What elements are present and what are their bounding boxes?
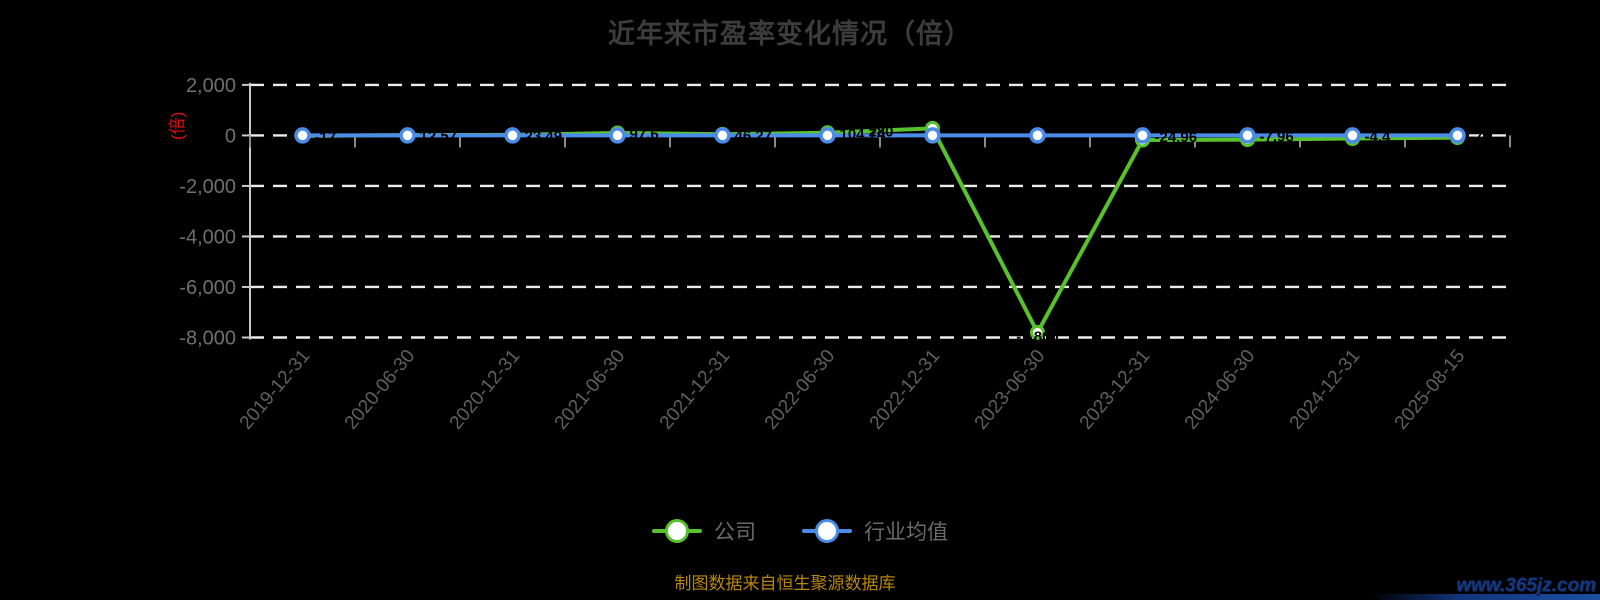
company-data-label: -7,800: [1016, 328, 1059, 345]
legend-label-company: 公司: [714, 521, 756, 544]
company-data-label: -17: [315, 129, 337, 146]
industry-data-point-marker: [714, 127, 731, 144]
company-data-label: -7: [1470, 129, 1483, 146]
industry-data-point-marker: [1134, 127, 1151, 144]
x-tick-label: 2020-12-31: [446, 346, 525, 434]
industry-data-point-marker: [294, 127, 311, 144]
x-tick-label: 2024-06-30: [1181, 346, 1260, 434]
series-line-company: [302, 126, 1458, 335]
chart-plot-area: 2,000 0 -2,000 -4,000 -6,000 -8,0002019-12-31…: [179, 75, 1511, 434]
x-tick-label: 2024-12-31: [1286, 346, 1365, 434]
y-tick-label: -4,000: [179, 226, 236, 248]
legend-item-company[interactable]: 公司: [652, 516, 756, 546]
legend-item-industry[interactable]: 行业均值: [802, 516, 948, 546]
y-tick-label: -8,000: [179, 328, 236, 350]
company-data-point-marker: [1030, 324, 1045, 340]
company-data-label: -7.96: [1260, 129, 1294, 146]
company-data-label: 97.6: [630, 126, 659, 143]
industry-data-point-marker: [399, 127, 416, 144]
x-tick-label: 2022-06-30: [761, 346, 840, 434]
x-tick-label: 2020-06-30: [341, 346, 420, 434]
industry-data-point-marker: [1239, 127, 1256, 144]
industry-data-point-marker: [609, 127, 626, 144]
x-tick-label: 2019-12-31: [236, 346, 315, 434]
company-data-label: 280: [869, 123, 894, 140]
x-tick-label: 2023-06-30: [971, 346, 1050, 434]
industry-data-point-marker: [504, 127, 521, 144]
company-data-label: 12.57: [420, 128, 458, 145]
company-data-label: 23.49: [525, 128, 563, 145]
watermark-box: www.365jz.com: [1370, 574, 1600, 600]
watermark-text: www.365jz.com: [1456, 575, 1596, 596]
industry-data-point-marker: [924, 127, 941, 144]
chart-legend: 公司 行业均值: [0, 516, 1600, 546]
watermark-bar: [1370, 594, 1600, 600]
x-tick-label: 2021-12-31: [656, 346, 735, 434]
x-tick-label: 2023-12-31: [1076, 346, 1155, 434]
y-tick-label: -6,000: [179, 277, 236, 299]
legend-label-industry: 行业均值: [864, 521, 948, 544]
y-tick-label: 2,000: [186, 75, 236, 97]
x-tick-label: 2022-12-31: [866, 346, 945, 434]
company-data-label: -4.4: [1365, 129, 1392, 146]
company-legend-dot: [665, 519, 689, 543]
industry-data-point-marker: [1344, 127, 1361, 144]
y-tick-label: 0: [225, 125, 236, 147]
industry-data-point-marker: [1029, 127, 1046, 144]
industry-data-point-marker: [1449, 127, 1466, 144]
chart-title: 近年来市盈率变化情况（倍）: [608, 19, 972, 49]
industry-legend-dot: [815, 519, 839, 543]
industry-series-icon: [802, 519, 852, 543]
x-tick-label: 2025-08-15: [1391, 346, 1470, 434]
y-tick-label: -2,000: [179, 176, 236, 198]
company-data-label: 46.27: [735, 127, 773, 144]
data-source-note: 制图数据来自恒生聚源数据库: [674, 574, 896, 593]
company-data-label: -24.96: [1155, 129, 1198, 146]
company-data-label: 104.74: [840, 126, 887, 143]
company-series-icon: [652, 519, 702, 543]
industry-data-point-marker: [819, 127, 836, 144]
x-tick-label: 2021-06-30: [551, 346, 630, 434]
